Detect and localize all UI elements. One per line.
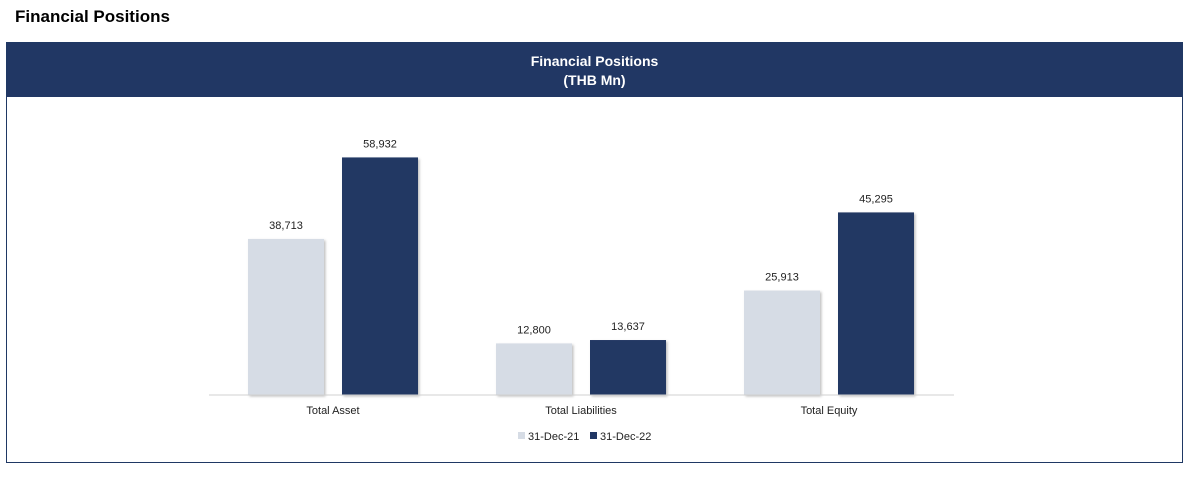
chart-panel: Financial Positions (THB Mn) 38,713 58,93… (6, 42, 1183, 463)
legend-label-dec21: 31-Dec-21 (528, 431, 579, 443)
bar-total-equity-dec22 (838, 212, 914, 395)
bars-layer (248, 157, 914, 395)
x-tick-label: Total Equity (801, 405, 858, 417)
data-label-total-asset-dec22: 58,932 (363, 138, 397, 150)
bar-total-asset-dec21 (248, 238, 324, 395)
x-tick-label: Total Asset (306, 405, 359, 417)
bar-chart: 38,713 58,932 Total Asset 12,800 13,637 Total… (209, 138, 954, 443)
chart-header: Financial Positions (THB Mn) (7, 43, 1182, 97)
legend-swatch-dec22 (590, 432, 597, 439)
x-tick-label: Total Liabilities (545, 405, 617, 417)
chart-subtitle: (THB Mn) (563, 72, 626, 88)
bar-total-equity-dec21 (744, 290, 820, 395)
legend: 31-Dec-21 31-Dec-22 (518, 431, 651, 443)
legend-label-dec22: 31-Dec-22 (600, 431, 651, 443)
bar-total-asset-dec22 (342, 157, 418, 395)
data-label-total-equity-dec21: 25,913 (765, 272, 799, 284)
legend-swatch-dec21 (518, 432, 525, 439)
data-label-total-liabilities-dec22: 13,637 (611, 321, 645, 333)
labels-layer: 38,713 58,932 Total Asset 12,800 13,637 Total… (269, 138, 893, 417)
data-label-total-equity-dec22: 45,295 (859, 193, 893, 205)
data-label-total-asset-dec21: 38,713 (269, 220, 303, 232)
data-label-total-liabilities-dec21: 12,800 (517, 324, 551, 336)
bar-total-liabilities-dec21 (496, 343, 572, 395)
page-title: Financial Positions (15, 7, 170, 26)
chart-title: Financial Positions (530, 53, 659, 69)
bar-total-liabilities-dec22 (590, 340, 666, 395)
